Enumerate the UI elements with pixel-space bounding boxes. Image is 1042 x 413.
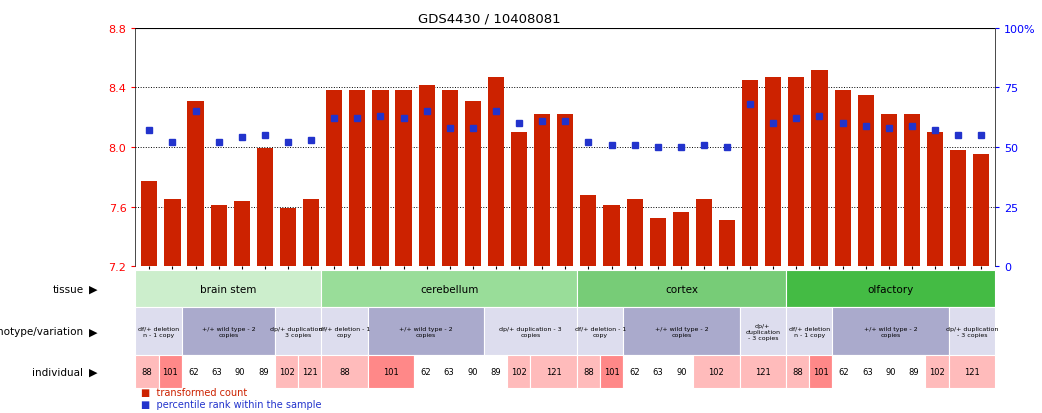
Bar [165, 199, 180, 266]
Bar [280, 209, 296, 266]
Text: 101: 101 [383, 367, 399, 376]
Bar [719, 221, 736, 266]
Text: 62: 62 [189, 367, 199, 376]
Bar [673, 213, 689, 266]
Bar [488, 78, 504, 266]
Text: ▶: ▶ [89, 284, 97, 294]
Text: tissue: tissue [52, 284, 83, 294]
Text: df/+ deletion - 1
copy: df/+ deletion - 1 copy [319, 326, 370, 337]
Text: 63: 63 [653, 367, 664, 376]
Bar [419, 85, 435, 266]
Bar [649, 219, 666, 266]
Text: 63: 63 [212, 367, 222, 376]
Text: ■  percentile rank within the sample: ■ percentile rank within the sample [141, 399, 321, 409]
Text: 101: 101 [813, 367, 828, 376]
Bar [789, 78, 804, 266]
Text: df/+ deletion - 1
copy: df/+ deletion - 1 copy [574, 326, 626, 337]
Bar [603, 206, 620, 266]
Text: 88: 88 [792, 367, 803, 376]
Text: 90: 90 [467, 367, 477, 376]
Text: genotype/variation: genotype/variation [0, 326, 83, 337]
Bar [557, 115, 573, 266]
Text: 62: 62 [629, 367, 640, 376]
Bar [927, 133, 943, 266]
Bar [626, 199, 643, 266]
Text: individual: individual [32, 367, 83, 377]
Text: 121: 121 [754, 367, 771, 376]
Text: 102: 102 [278, 367, 294, 376]
Text: 101: 101 [604, 367, 620, 376]
Bar [696, 199, 712, 266]
Text: 102: 102 [511, 367, 526, 376]
Text: 88: 88 [340, 367, 350, 376]
Bar [256, 149, 273, 266]
Bar [349, 91, 366, 266]
Bar [742, 81, 759, 266]
Bar [535, 115, 550, 266]
Text: 89: 89 [491, 367, 501, 376]
Text: df/+ deletion
n - 1 copy: df/+ deletion n - 1 copy [789, 326, 829, 337]
Text: +/+ wild type - 2
copies: +/+ wild type - 2 copies [864, 326, 917, 337]
Text: +/+ wild type - 2
copies: +/+ wild type - 2 copies [654, 326, 709, 337]
Text: dp/+ duplication
- 3 copies: dp/+ duplication - 3 copies [946, 326, 998, 337]
Bar [950, 151, 966, 266]
Bar [210, 206, 227, 266]
Text: 63: 63 [444, 367, 454, 376]
Text: cerebellum: cerebellum [420, 284, 478, 294]
Text: 89: 89 [909, 367, 919, 376]
Text: ▶: ▶ [89, 326, 97, 337]
Text: 102: 102 [929, 367, 945, 376]
Text: 62: 62 [839, 367, 849, 376]
Bar [511, 133, 527, 266]
Bar [326, 91, 342, 266]
Text: 101: 101 [163, 367, 178, 376]
Text: 89: 89 [258, 367, 269, 376]
Text: 62: 62 [421, 367, 431, 376]
Bar [973, 155, 989, 266]
Bar [465, 102, 481, 266]
Bar [442, 91, 457, 266]
Bar [142, 182, 157, 266]
Bar [303, 199, 319, 266]
Text: ▶: ▶ [89, 367, 97, 377]
Text: +/+ wild type - 2
copies: +/+ wild type - 2 copies [201, 326, 255, 337]
Text: brain stem: brain stem [200, 284, 256, 294]
Bar [903, 115, 920, 266]
Text: 88: 88 [584, 367, 594, 376]
Text: 102: 102 [709, 367, 724, 376]
Bar [395, 91, 412, 266]
Text: ■  transformed count: ■ transformed count [141, 387, 247, 397]
Text: 121: 121 [546, 367, 562, 376]
Bar [188, 102, 203, 266]
Text: dp/+ duplication - 3
copies: dp/+ duplication - 3 copies [499, 326, 562, 337]
Bar [858, 96, 874, 266]
Text: df/+ deletion
n - 1 copy: df/+ deletion n - 1 copy [139, 326, 179, 337]
Bar [835, 91, 850, 266]
Text: 121: 121 [302, 367, 318, 376]
Text: 90: 90 [886, 367, 896, 376]
Text: +/+ wild type - 2
copies: +/+ wild type - 2 copies [399, 326, 452, 337]
Bar [372, 91, 389, 266]
Text: 90: 90 [676, 367, 687, 376]
Bar [580, 195, 596, 266]
Text: 90: 90 [234, 367, 245, 376]
Text: GDS4430 / 10408081: GDS4430 / 10408081 [419, 12, 561, 25]
Text: dp/+
duplication
- 3 copies: dp/+ duplication - 3 copies [745, 323, 780, 340]
Text: dp/+ duplication -
3 copies: dp/+ duplication - 3 copies [270, 326, 326, 337]
Text: 121: 121 [964, 367, 979, 376]
Text: olfactory: olfactory [867, 284, 914, 294]
Text: 63: 63 [862, 367, 873, 376]
Bar [880, 115, 897, 266]
Bar [233, 201, 250, 266]
Bar [812, 71, 827, 266]
Text: cortex: cortex [665, 284, 698, 294]
Bar [765, 78, 782, 266]
Text: 88: 88 [142, 367, 152, 376]
